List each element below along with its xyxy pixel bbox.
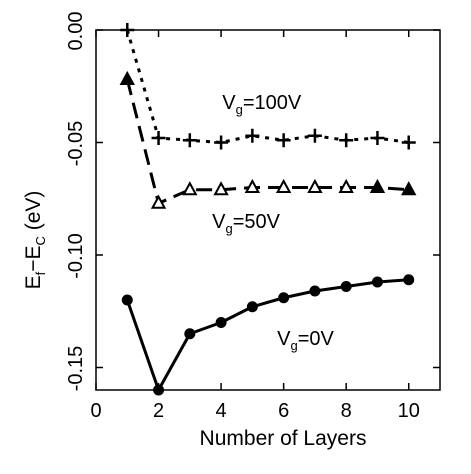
axis-ticks: 0 2 4 6 8 10 0.00 -0.05 -0.10 -0.15 [65,12,440,422]
data-point [370,131,385,145]
y-axis-title-unit: (eV) [22,191,45,237]
series-line [125,278,409,392]
y-axis-title-mid: −E [22,245,45,271]
data-point [245,128,260,143]
series-label-rest: =50V [233,211,281,233]
series-label-main: V [222,92,236,114]
series-label: Vg=50V [212,211,281,236]
y-tick-label: -0.05 [65,121,87,167]
data-point [307,178,323,193]
x-tick-label: 6 [278,400,289,422]
y-axis-title-main: E [22,275,45,289]
data-point [276,133,291,148]
y-axis-title-sub1: f [33,271,48,275]
y-tick-label: -0.15 [65,346,87,392]
data-point [278,292,290,304]
series-label-sub: g [226,221,233,236]
data-point [151,131,166,145]
series-2: Vg=50V [119,70,417,236]
series-3: Vg=0V [121,274,415,396]
data-point [307,128,322,143]
data-point [119,70,135,85]
series-line [125,79,409,205]
data-point [182,133,197,148]
y-axis-title: Ef−EC (eV) [22,191,48,290]
data-point [309,285,321,297]
x-tick-label: 10 [398,400,420,422]
y-tick-label: 0.00 [65,12,87,51]
data-point [369,178,386,193]
data-point [403,274,415,286]
data-point [371,276,383,288]
x-tick-label: 8 [341,400,352,422]
data-point [121,294,133,306]
x-tick-label: 0 [90,400,101,422]
data-point [213,181,229,196]
plot-frame [95,29,441,391]
data-point [150,194,167,209]
data-point [215,317,227,328]
series-1: Vg=100V [120,23,416,150]
data-point [401,181,417,196]
series-label-main: V [277,328,291,350]
x-tick-label: 4 [216,400,227,422]
data-point [339,133,354,148]
data-point [401,135,416,150]
data-point [244,178,261,193]
series-label: Vg=100V [222,92,302,117]
data-point [338,178,354,193]
x-tick-label: 2 [153,400,164,422]
series-line [125,29,409,144]
series-label: Vg=0V [277,328,334,353]
data-point [340,281,352,292]
y-axis-title-sub2: C [33,236,48,245]
series-label-rest: =0V [298,328,335,350]
data-point [246,301,258,313]
data-point [182,181,198,196]
series-label-sub: g [236,102,243,117]
y-tick-label: -0.10 [65,233,87,279]
data-point [214,135,229,150]
data-point [275,178,292,193]
series-label-main: V [212,211,226,233]
series-label-rest: =100V [243,92,302,114]
data-point [184,328,196,340]
series-label-sub: g [291,338,298,353]
x-axis-title: Number of Layers [200,427,367,450]
